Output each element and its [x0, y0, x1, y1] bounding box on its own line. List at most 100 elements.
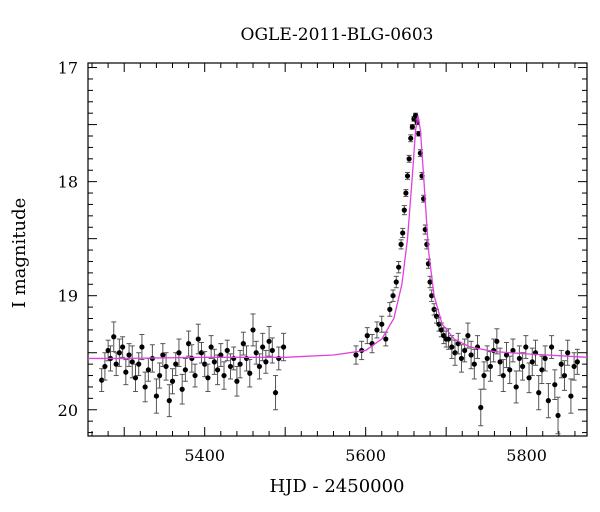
data-point — [487, 363, 494, 370]
data-point — [449, 344, 455, 350]
data-point — [263, 359, 269, 365]
data-point — [465, 333, 471, 339]
data-point — [221, 372, 227, 379]
data-point — [408, 135, 414, 141]
data-point — [438, 327, 444, 333]
data-point — [406, 156, 412, 162]
data-point — [542, 355, 548, 362]
data-point — [396, 264, 402, 270]
data-point — [353, 352, 359, 358]
data-point — [516, 355, 522, 362]
data-point — [558, 361, 564, 367]
data-point — [500, 372, 506, 379]
data-point — [224, 347, 230, 354]
data-point — [507, 367, 513, 373]
data-point — [132, 375, 139, 381]
data-point — [468, 352, 474, 358]
data-point — [99, 377, 105, 383]
x-tick-label: 5800 — [506, 446, 547, 465]
data-point — [111, 334, 117, 340]
data-point — [247, 370, 253, 376]
data-point — [374, 327, 380, 333]
data-point — [520, 363, 526, 370]
data-point — [163, 363, 169, 370]
data-point — [195, 336, 201, 342]
y-tick-label: 18 — [58, 173, 78, 192]
data-point — [157, 372, 163, 379]
data-point — [260, 344, 266, 350]
data-point — [401, 207, 407, 213]
data-point — [364, 333, 370, 339]
data-point — [478, 404, 484, 411]
data-point — [398, 241, 404, 247]
data-point — [484, 355, 490, 362]
data-point — [403, 190, 409, 196]
data-point — [513, 384, 519, 390]
data-point — [266, 338, 272, 344]
data-point — [202, 361, 208, 367]
data-point — [452, 350, 458, 356]
data-point — [250, 327, 256, 333]
data-point — [153, 393, 160, 399]
data-point — [379, 321, 385, 327]
data-point — [136, 361, 142, 367]
data-point — [189, 355, 195, 362]
x-tick-label: 5400 — [184, 446, 225, 465]
data-point — [269, 347, 275, 354]
data-point — [173, 361, 179, 367]
data-point — [105, 347, 111, 354]
data-point — [205, 375, 211, 381]
data-point — [548, 344, 555, 350]
data-point — [574, 359, 580, 365]
data-point — [481, 372, 487, 379]
data-point — [123, 369, 129, 375]
data-point — [555, 412, 561, 419]
data-point — [198, 350, 205, 356]
data-point — [526, 375, 532, 381]
data-point — [471, 361, 477, 367]
data-point — [390, 293, 396, 299]
data-point — [429, 293, 435, 299]
data-point — [427, 279, 433, 285]
data-point — [120, 344, 126, 350]
data-point — [510, 347, 516, 354]
x-tick-label: 5600 — [345, 446, 386, 465]
data-point — [116, 350, 122, 356]
data-point — [211, 359, 217, 365]
data-point — [383, 336, 389, 342]
data-point — [545, 398, 551, 404]
plot-area: 5400 5600 5800 17 18 19 20 — [58, 59, 588, 465]
data-point — [214, 367, 221, 373]
y-tick-label: 17 — [58, 59, 78, 78]
data-point — [400, 230, 406, 236]
data-point — [568, 393, 574, 399]
data-point — [276, 355, 282, 362]
data-point — [208, 344, 214, 350]
data-point — [142, 384, 148, 390]
data-point — [409, 124, 415, 130]
data-point — [571, 363, 577, 370]
data-point — [126, 352, 132, 358]
data-point — [561, 372, 568, 379]
data-point — [102, 363, 108, 370]
data-point — [192, 372, 198, 379]
data-point — [462, 347, 468, 354]
data-point — [393, 279, 399, 285]
data-point — [129, 359, 135, 365]
data-point — [113, 361, 119, 367]
data-point — [458, 355, 465, 362]
x-axis-label: HJD - 2450000 — [269, 476, 404, 497]
model-curve — [88, 115, 588, 360]
data-point — [227, 363, 234, 370]
data-point — [494, 338, 500, 344]
data-point — [387, 306, 393, 312]
data-point — [243, 355, 250, 362]
data-point — [182, 367, 188, 373]
data-point — [218, 352, 224, 358]
data-point — [529, 359, 535, 365]
data-point — [176, 350, 182, 356]
plot-frame — [87, 62, 588, 437]
data-point — [433, 313, 440, 319]
data-point — [231, 355, 237, 362]
